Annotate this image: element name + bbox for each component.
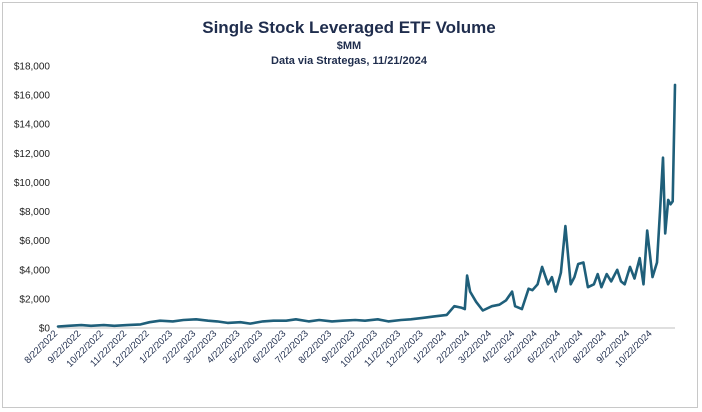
y-tick-label: $4,000	[19, 265, 50, 276]
y-tick-label: $8,000	[19, 207, 50, 218]
y-tick-label: $18,000	[14, 62, 51, 73]
chart-title: Single Stock Leveraged ETF Volume	[202, 18, 495, 37]
y-axis-ticks: $0 $2,000 $4,000 $6,000 $8,000 $10,000 $12,000…	[14, 62, 51, 335]
y-tick-label: $16,000	[14, 91, 51, 102]
y-tick-label: $6,000	[19, 236, 50, 247]
chart-frame: Single Stock Leveraged ETF Volume $MM Da…	[2, 2, 698, 408]
y-tick-label: $14,000	[14, 120, 51, 131]
chart-canvas: Single Stock Leveraged ETF Volume $MM Da…	[14, 18, 677, 370]
y-tick-label: $0	[39, 324, 51, 335]
chart-subtitle-units: $MM	[337, 40, 361, 52]
y-tick-label: $12,000	[14, 149, 51, 160]
y-tick-label: $10,000	[14, 178, 51, 189]
volume-series-line	[56, 83, 677, 328]
y-tick-label: $2,000	[19, 294, 50, 305]
chart-subtitle-source: Data via Strategas, 11/21/2024	[271, 55, 428, 67]
x-axis-ticks: 8/22/20229/22/202210/22/202211/22/202212…	[22, 328, 654, 369]
